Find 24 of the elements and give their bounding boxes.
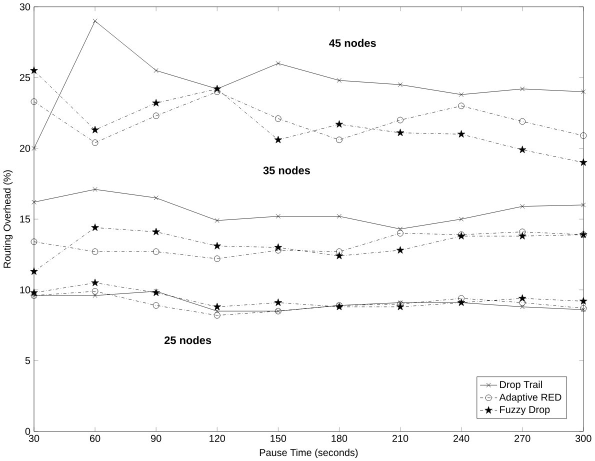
- y-axis-title: Routing Overhead (%): [3, 170, 13, 268]
- x-tick-label: 120: [210, 434, 226, 442]
- x-tick-label: 60: [90, 434, 100, 442]
- annotation: 25 nodes: [164, 336, 212, 344]
- legend-label: Fuzzy Drop: [500, 406, 550, 415]
- y-tick-label: 10: [20, 286, 30, 294]
- x-tick-label: 240: [454, 434, 470, 442]
- annotation: 35 nodes: [263, 166, 310, 174]
- x-axis-title: Pause Time (seconds): [260, 448, 358, 458]
- x-tick-label: 90: [151, 434, 162, 442]
- y-tick-label: 20: [20, 144, 30, 152]
- y-tick-label: 15: [20, 215, 30, 222]
- x-tick-label: 270: [514, 434, 530, 442]
- legend-label: Adaptive RED: [499, 393, 562, 403]
- x-tick-label: 150: [270, 434, 286, 442]
- y-tick-label: 25: [20, 74, 30, 81]
- annotation: 45 nodes: [329, 38, 376, 47]
- y-tick-label: 0: [25, 428, 30, 435]
- legend-label: Drop Trail: [500, 380, 542, 390]
- y-tick-label: 30: [20, 3, 30, 10]
- x-tick-label: 210: [392, 434, 408, 442]
- x-tick-label: 300: [575, 434, 592, 442]
- y-tick-label: 5: [25, 356, 30, 364]
- x-tick-label: 180: [332, 434, 348, 442]
